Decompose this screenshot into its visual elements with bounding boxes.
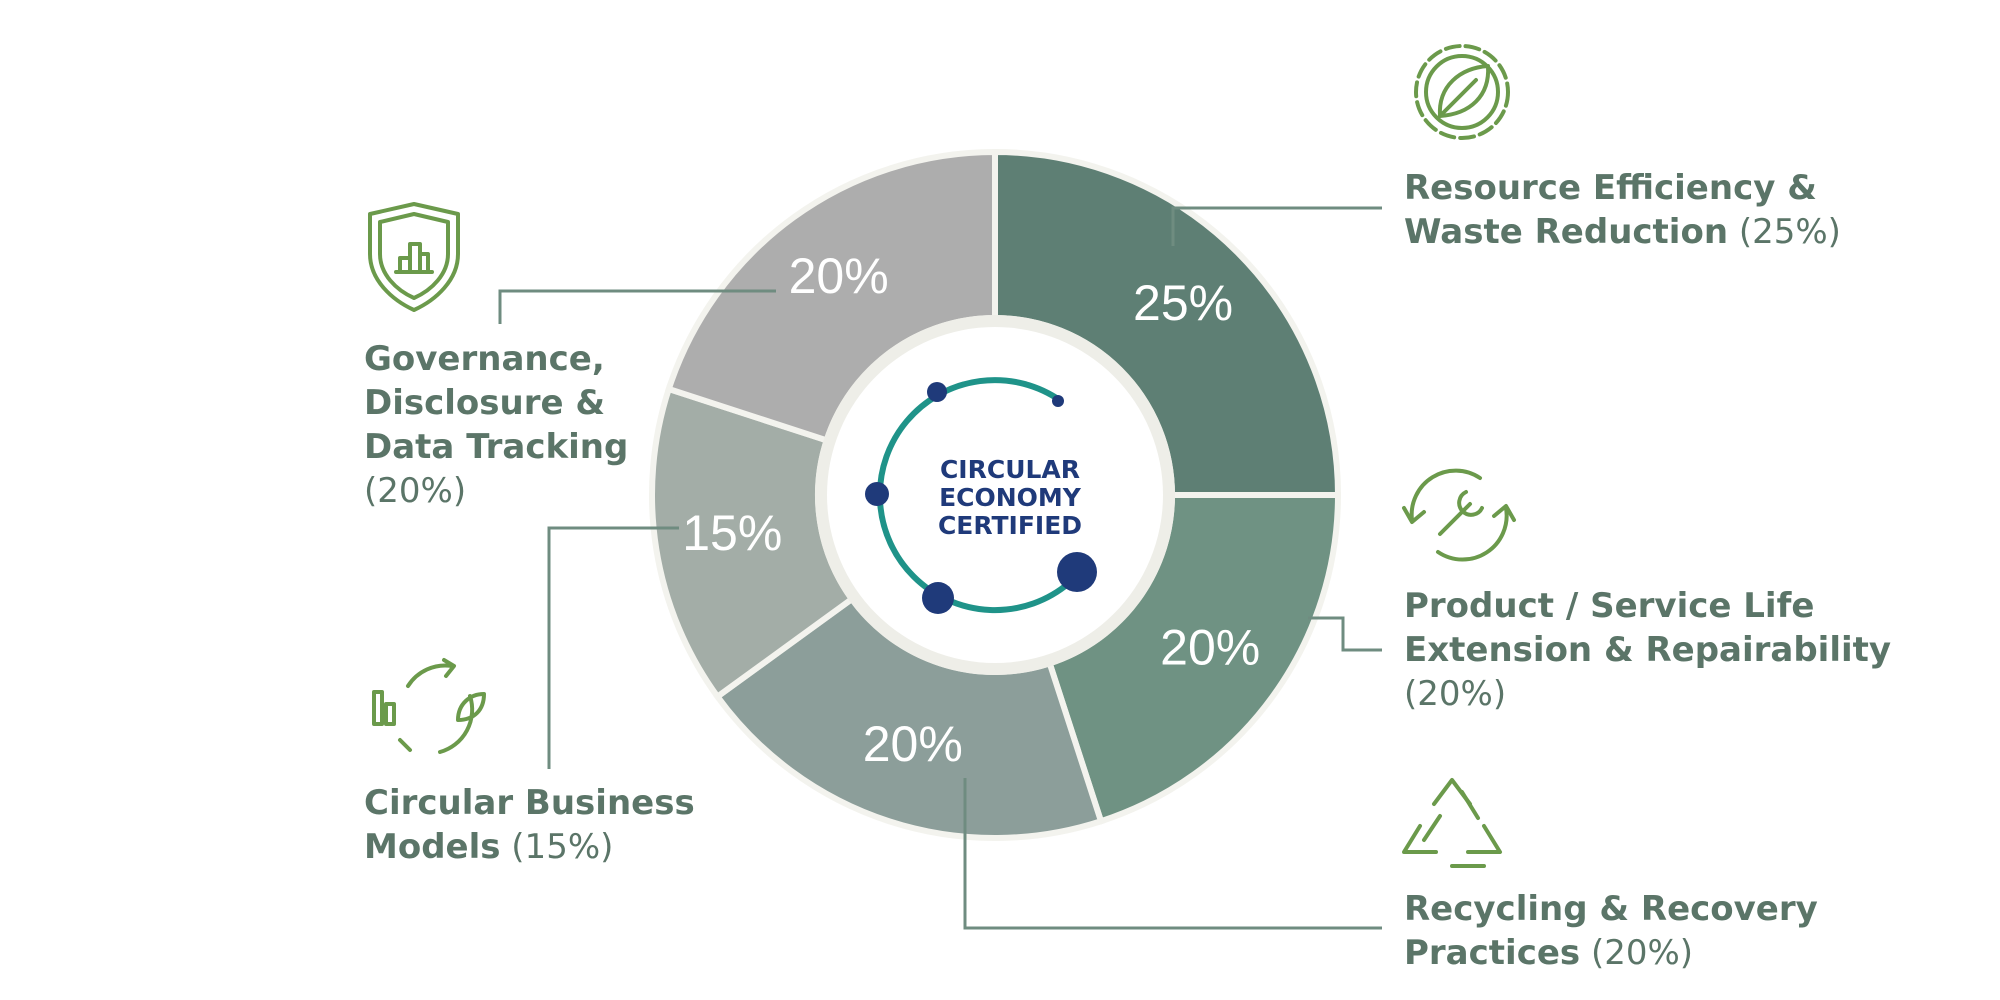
- category-label: Circular Business Models (15%): [364, 781, 724, 869]
- value-label: 15%: [682, 505, 782, 561]
- recycle-icon: [1402, 778, 1502, 868]
- repair-cycle-icon: [1402, 468, 1516, 562]
- category-name: Recycling & Recovery Practices: [1404, 889, 1818, 973]
- logo-dot: [927, 382, 947, 402]
- category-share: (20%): [1590, 933, 1694, 973]
- leader-line: [1171, 206, 1382, 246]
- category-share: (15%): [511, 827, 614, 867]
- wedges: [649, 148, 1342, 841]
- logo-dot: [922, 582, 954, 614]
- logo-text: CERTIFIED: [938, 511, 1082, 540]
- leader-line: [547, 526, 679, 769]
- leader-line: [498, 289, 776, 324]
- logo-dot: [865, 482, 889, 506]
- leader-line: [963, 778, 1382, 930]
- logo-dot: [1057, 552, 1097, 592]
- value-label: 20%: [1160, 620, 1260, 676]
- business-cycle-icon: [372, 658, 486, 754]
- category-label: Resource Efficiency & Waste Reduction (2…: [1404, 166, 1874, 254]
- category-name: Governance, Disclosure & Data Tracking: [364, 339, 629, 467]
- category-name: Product / Service Life Extension & Repai…: [1404, 586, 1892, 670]
- leader-line: [1308, 616, 1382, 652]
- gear-leaf-icon: [1414, 44, 1510, 140]
- value-label: 20%: [789, 248, 889, 304]
- category-share: (20%): [364, 471, 467, 511]
- category-share: (20%): [1404, 674, 1507, 714]
- value-label: 25%: [1133, 275, 1233, 331]
- value-label: 20%: [863, 716, 963, 772]
- logo-dot: [1052, 395, 1064, 407]
- category-name: Resource Efficiency & Waste Reduction: [1404, 168, 1817, 252]
- category-label: Recycling & Recovery Practices (20%): [1404, 887, 1854, 975]
- logo-text: ECONOMY: [939, 483, 1082, 512]
- logo-text: CIRCULAR: [940, 455, 1080, 484]
- shield-icon: [368, 202, 460, 312]
- category-label: Product / Service Life Extension & Repai…: [1404, 584, 1904, 716]
- category-label: Governance, Disclosure & Data Tracking (…: [364, 337, 664, 513]
- category-share: (25%): [1738, 212, 1841, 252]
- category-name: Circular Business Models: [364, 783, 695, 867]
